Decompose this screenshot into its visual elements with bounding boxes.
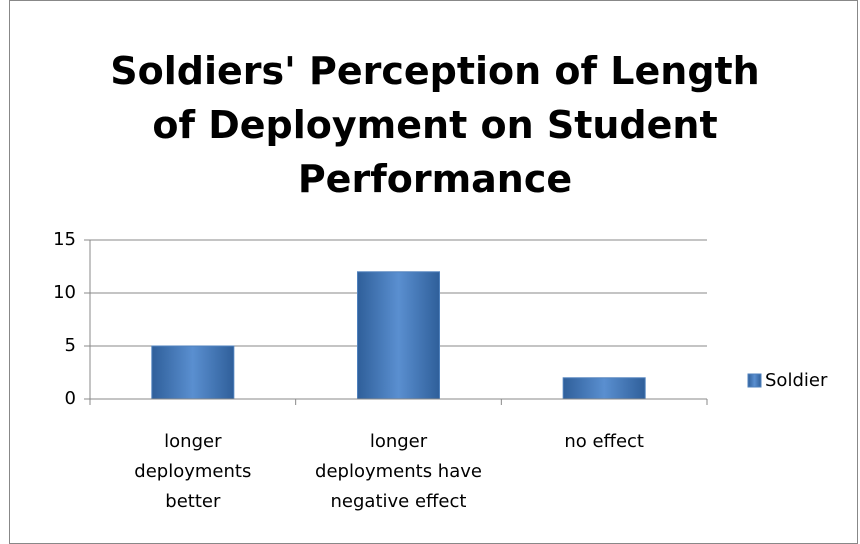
bar	[357, 271, 440, 400]
y-tick-label: 15	[53, 229, 76, 250]
bar	[562, 377, 646, 400]
y-tick-label: 10	[53, 282, 76, 303]
chart-title: Soldiers' Perception of Length of Deploy…	[110, 49, 760, 201]
legend-swatch	[747, 373, 762, 388]
x-tick-label: no effect	[564, 431, 644, 452]
x-tick-label: longer deployments better	[134, 431, 252, 512]
y-tick-label: 5	[65, 335, 76, 356]
y-tick-label: 0	[65, 388, 76, 409]
bar	[151, 345, 235, 400]
x-tick-label: longer deployments have negative effect	[315, 431, 482, 512]
legend-label: Soldier	[765, 370, 828, 391]
